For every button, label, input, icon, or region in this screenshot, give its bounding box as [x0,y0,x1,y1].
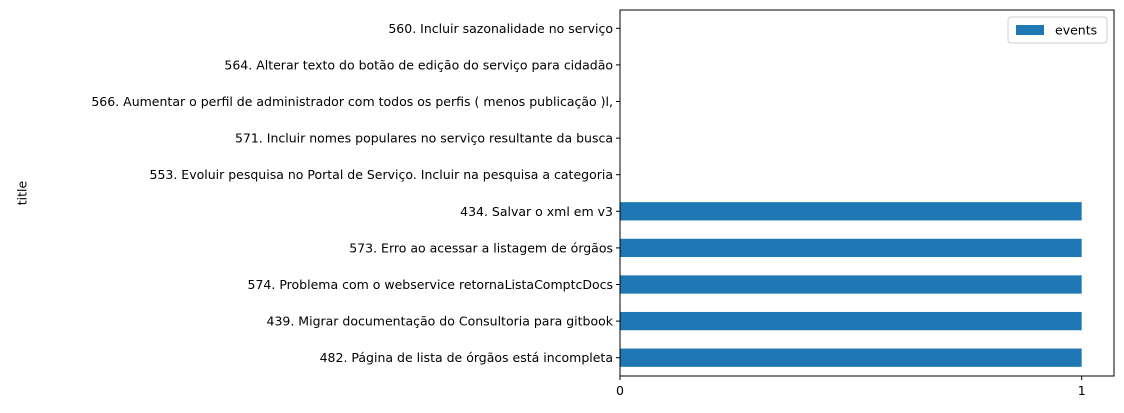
bar [620,238,1082,258]
x-tick-label: 0 [616,383,624,398]
x-tick-label: 1 [1078,383,1086,398]
y-axis-label: title [15,180,30,205]
bar [620,202,1082,221]
y-tick-label: 434. Salvar o xml em v3 [460,204,613,219]
bar [620,275,1082,294]
legend-swatch-events [1016,25,1044,35]
y-tick-label: 574. Problema com o webservice retornaLi… [248,277,613,292]
y-tick-label: 571. Incluir nomes populares no serviço … [235,131,613,146]
y-axis-ticks: 482. Página de lista de órgãos está inco… [91,21,620,365]
y-tick-label: 560. Incluir sazonalidade no serviço [388,21,613,36]
bar [620,348,1082,367]
bar [620,311,1082,331]
y-tick-label: 564. Alterar texto do botão de edição do… [224,57,613,72]
y-tick-label: 439. Migrar documentação do Consultoria … [267,314,614,329]
y-tick-label: 566. Aumentar o perfil de administrador … [91,94,613,109]
y-tick-label: 553. Evoluir pesquisa no Portal de Servi… [150,167,614,182]
bars-layer [620,202,1082,367]
y-tick-label: 573. Erro ao acessar a listagem de órgão… [349,240,613,255]
legend-box [1007,16,1108,44]
legend: events [1007,16,1108,44]
axes-frame [619,9,1115,377]
legend-label-events: events [1055,23,1097,38]
y-tick-label: 482. Página de lista de órgãos está inco… [320,350,613,365]
